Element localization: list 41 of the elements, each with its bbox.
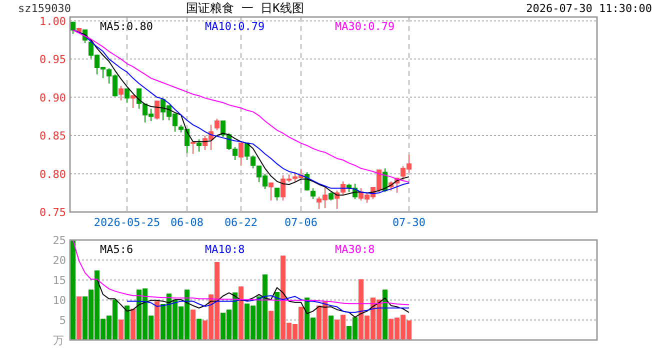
x-tick-label: 07-06 [284,216,318,229]
line-series [96,278,410,318]
y-tick-label: 0.95 [40,53,66,66]
y-axis-title: 万 [53,334,64,347]
bar [190,310,196,340]
bar [268,310,274,340]
x-tick-label: 06-22 [224,216,258,229]
x-tick-label: 06-08 [170,216,204,229]
y-tick-label: 0.75 [40,206,66,219]
line-series [72,240,410,306]
text: sz159030 [18,2,71,15]
bar [196,318,202,340]
y-tick-label: 1.00 [40,14,66,28]
text: 2026-07-30 11:30:00 [526,2,652,15]
chart-title: 国证粮食 一 日K线图 [186,1,304,15]
y-tick-label: 0.85 [40,130,66,143]
text: MA10:8 [205,243,245,256]
text: MA10:0.79 [205,20,265,33]
bar [274,292,280,340]
bar [124,306,130,340]
y-tick-label: 15 [52,274,66,287]
bar [382,290,388,340]
y-tick-label: 5 [59,314,66,327]
x-tick-label: 2026-05-25 [94,216,160,229]
y-tick-label: 0.80 [40,168,66,181]
bar [118,320,124,340]
text: MA5:6 [100,243,134,256]
bar [76,296,82,340]
text: MA30:0.79 [335,20,395,33]
y-tick-label: 20 [52,254,66,267]
x-tick-label: 07-30 [392,216,426,229]
text: MA30:8 [335,243,375,256]
bar [130,308,136,340]
y-tick-label: 0.90 [40,91,66,104]
y-tick-label: 25 [52,234,66,247]
bar [238,286,244,340]
line-series [126,295,410,313]
series-label: MA5:0.80 [100,20,153,33]
bar [154,301,160,340]
y-tick-label: 10 [52,294,66,307]
bar [328,316,334,340]
